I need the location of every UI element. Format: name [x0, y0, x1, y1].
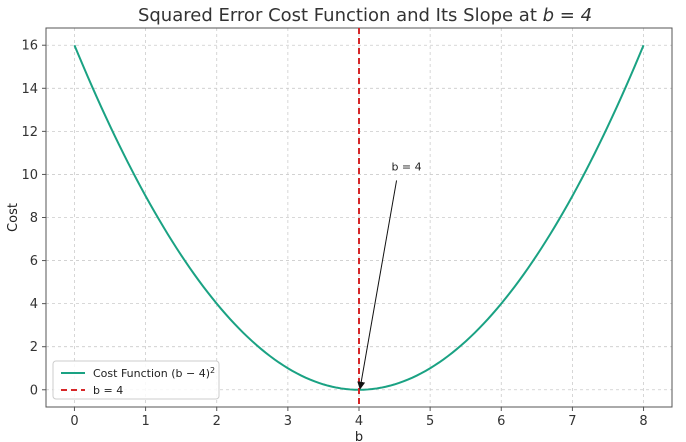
- x-tick-label: 1: [141, 414, 149, 429]
- x-tick-label: 2: [213, 414, 221, 429]
- legend-label-cost-function-text: Cost Function (b − 4): [93, 367, 210, 380]
- y-tick-label: 10: [21, 168, 38, 183]
- legend-box: [52, 360, 220, 400]
- x-tick-label: 5: [426, 414, 434, 429]
- annotation-text: b = 4: [391, 160, 421, 173]
- annotation-arrow: [357, 180, 398, 390]
- y-tick-label: 6: [30, 254, 38, 269]
- annotation: b = 4: [357, 160, 422, 390]
- y-tick-label: 8: [30, 211, 38, 226]
- y-tick-label: 14: [21, 82, 38, 97]
- chart-title-text: Squared Error Cost Function and Its Slop…: [138, 5, 543, 26]
- y-tick-label: 4: [30, 297, 38, 312]
- legend-label-cost-function-sup: 2: [210, 366, 215, 375]
- y-axis-ticks: 0 2 4 6 8 10 12 14 16: [21, 39, 46, 398]
- legend-label-cost-function: Cost Function (b − 4)2: [93, 366, 215, 381]
- x-tick-label: 6: [497, 414, 505, 429]
- x-tick-label: 8: [639, 414, 647, 429]
- x-tick-label: 0: [70, 414, 78, 429]
- y-tick-label: 2: [30, 340, 38, 355]
- y-tick-label: 16: [21, 39, 38, 54]
- y-axis-label: Cost: [6, 203, 21, 232]
- x-axis-ticks: 0 1 2 3 4 5 6 7 8: [70, 407, 648, 429]
- y-tick-label: 12: [21, 125, 38, 140]
- x-tick-label: 3: [284, 414, 292, 429]
- x-tick-label: 4: [355, 414, 363, 429]
- y-tick-label: 0: [30, 383, 38, 398]
- x-axis-label: b: [355, 430, 363, 442]
- x-tick-label: 7: [568, 414, 576, 429]
- chart-title-math: b = 4: [543, 5, 592, 26]
- chart-title: Squared Error Cost Function and Its Slop…: [138, 5, 592, 26]
- legend: Cost Function (b − 4)2 b = 4: [52, 360, 220, 400]
- legend-label-b4: b = 4: [93, 384, 123, 397]
